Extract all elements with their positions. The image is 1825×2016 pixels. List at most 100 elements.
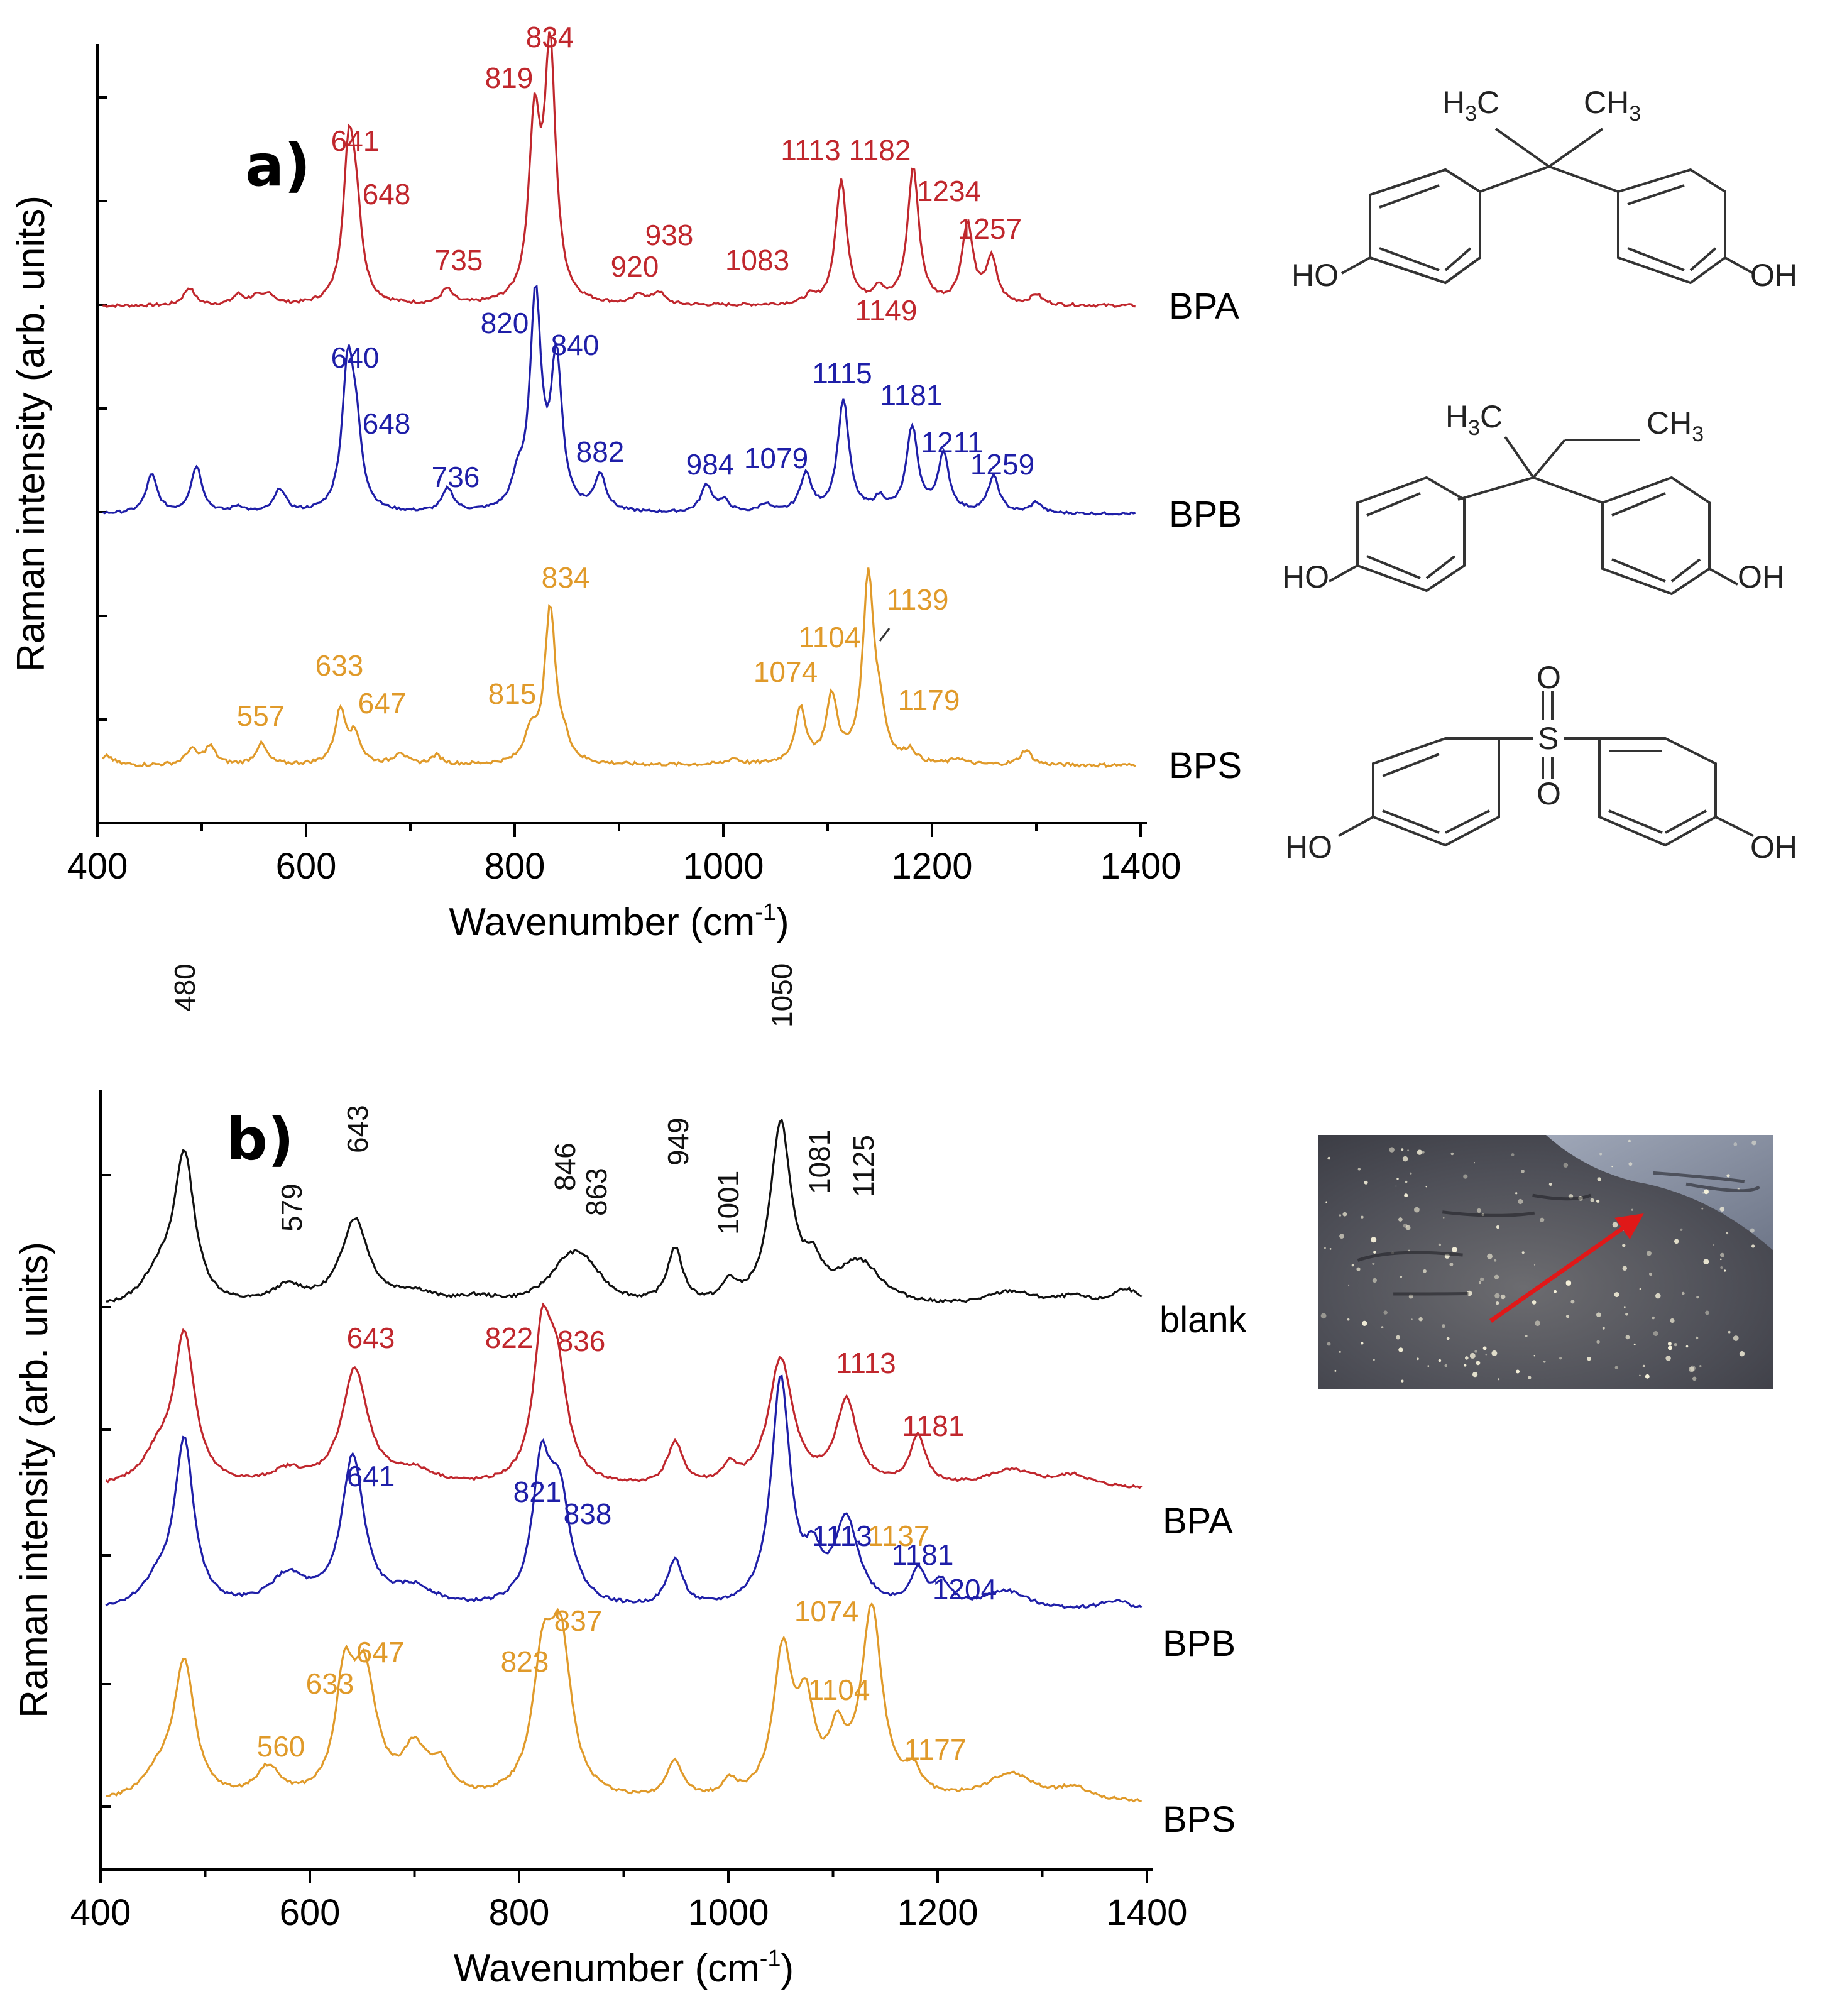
sparkle [1414, 1207, 1420, 1213]
peak-label: 938 [645, 219, 694, 251]
sparkle [1372, 1263, 1375, 1265]
sparkle [1324, 1247, 1326, 1249]
peak-label: 840 [551, 329, 600, 361]
red-arrow [1489, 1213, 1644, 1323]
sparkle [1622, 1266, 1627, 1271]
bpa-structure: H3C CH3 HO OH [1291, 85, 1797, 293]
peak-label: 949 [662, 1117, 694, 1166]
sparkle [1444, 1364, 1447, 1367]
sparkle [1631, 1208, 1633, 1211]
peak-label: 1104 [808, 1674, 870, 1706]
peak-label: 1182 [849, 134, 911, 167]
peak-label: 1181 [902, 1410, 965, 1442]
spectrum-bpb [102, 284, 1136, 516]
sparkle [1665, 1356, 1671, 1361]
sparkle [1339, 1350, 1341, 1353]
panel-b-letter: b) [226, 1106, 294, 1173]
x-axis-label: Wavenumber (cm-1) [454, 1946, 794, 1990]
sparkle [1482, 1346, 1487, 1350]
series-label-blank: blank [1159, 1300, 1247, 1340]
sparkle [1405, 1180, 1408, 1183]
peak-label: 648 [363, 178, 411, 211]
panel-a-axes: 400 600 800 1000 1200 1400 Wavenumber (cm-1) Ra… [9, 44, 1181, 944]
sparkle [1373, 1359, 1375, 1361]
peak-label: 1125 [847, 1135, 880, 1197]
peak-label: 1259 [970, 448, 1034, 481]
peak-label: 736 [432, 461, 480, 493]
sparkle [1599, 1153, 1603, 1156]
sparkle [1423, 1269, 1427, 1273]
peak-label: 647 [356, 1636, 405, 1668]
series-label-bps: BPS [1169, 745, 1242, 786]
sparkle [1540, 1217, 1545, 1222]
sparkle [1476, 1361, 1481, 1366]
bpa-right-methyl: CH3 [1584, 85, 1641, 126]
sparkle [1667, 1342, 1672, 1346]
bpb-left-hydroxyl: HO [1282, 559, 1329, 594]
sparkle [1417, 1149, 1423, 1155]
sparkle [1450, 1152, 1454, 1156]
panel-b: 400 600 800 1000 1200 1400 Wavenumber (cm-1) Ra… [13, 963, 1247, 1990]
sparkle [1563, 1163, 1569, 1168]
sparkle [1516, 1369, 1520, 1374]
sparkle [1511, 1153, 1515, 1156]
sparkle [1396, 1335, 1401, 1340]
sparkle [1612, 1222, 1618, 1228]
sparkle [1405, 1225, 1411, 1230]
sparkle [1633, 1343, 1636, 1345]
bps-right-hydroxyl: OH [1750, 830, 1797, 865]
sparkle [1639, 1374, 1641, 1377]
sparkle [1645, 1374, 1650, 1379]
peak-label: 1113 [836, 1347, 896, 1379]
peak-label: 648 [363, 407, 411, 440]
x-tick-label: 1400 [1106, 1892, 1187, 1933]
sparkle [1625, 1313, 1628, 1316]
sample-photo [1318, 1135, 1773, 1389]
peak-label: 557 [237, 699, 285, 732]
peak-label: 1181 [892, 1538, 954, 1571]
x-tick-label: 1200 [891, 846, 972, 887]
bpb-left-methyl: H3C [1445, 399, 1503, 440]
series-label-bpa: BPA [1163, 1501, 1233, 1542]
sparkle [1334, 1369, 1337, 1372]
sparkle [1726, 1232, 1729, 1235]
panel-a: 400 600 800 1000 1200 1400 Wavenumber (cm-1) Ra… [9, 21, 1242, 944]
peak-label-leader [879, 628, 891, 642]
sparkle [1395, 1185, 1397, 1187]
sparkle [1628, 1139, 1631, 1142]
x-tick-label: 1000 [682, 846, 764, 887]
sparkle [1720, 1258, 1722, 1261]
bpb-structure: H3C CH3 HO OH [1282, 399, 1785, 596]
sparkle [1398, 1347, 1403, 1352]
sparkle [1396, 1178, 1399, 1180]
sparkle [1339, 1214, 1342, 1217]
x-tick-label: 400 [70, 1892, 131, 1933]
sparkle [1733, 1335, 1739, 1341]
sparkle [1728, 1330, 1731, 1334]
sparkle [1719, 1207, 1725, 1212]
sparkle [1494, 1274, 1499, 1279]
peak-label: 641 [347, 1460, 395, 1493]
series-label-bpa: BPA [1169, 286, 1239, 327]
sparkle [1518, 1198, 1523, 1205]
sparkle [1703, 1259, 1709, 1264]
peak-label: 1079 [744, 442, 808, 474]
sparkle [1596, 1340, 1600, 1344]
sparkle [1446, 1337, 1450, 1340]
sparkle [1411, 1318, 1413, 1320]
peak-label: 920 [611, 250, 659, 283]
sparkle [1404, 1193, 1408, 1198]
sparkle [1646, 1251, 1652, 1256]
bpb-right-hydroxyl: OH [1738, 559, 1785, 594]
peak-label: 1081 [803, 1130, 836, 1194]
peak-label: 1257 [958, 212, 1022, 245]
sparkle [1515, 1192, 1518, 1195]
sparkle [1474, 1162, 1476, 1164]
peak-label: 1177 [904, 1733, 967, 1766]
x-tick-label: 1400 [1100, 846, 1181, 887]
sparkle [1422, 1151, 1425, 1154]
peak-label: 1001 [712, 1171, 745, 1235]
sparkle [1371, 1237, 1377, 1243]
sparkle [1485, 1354, 1488, 1356]
